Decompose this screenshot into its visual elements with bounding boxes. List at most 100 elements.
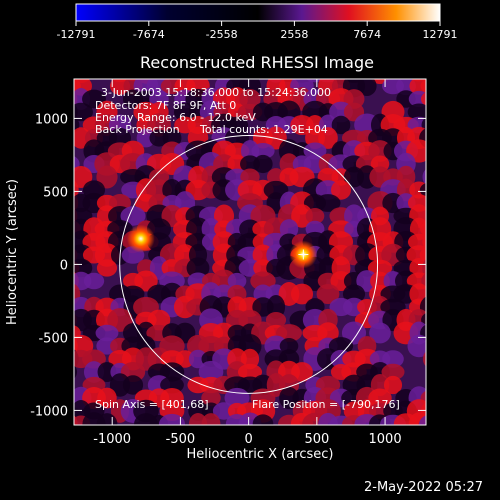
info-method: Back Projection [95,123,180,136]
fringe-blob [253,154,273,174]
fringe-blob [250,271,276,291]
info-energy: Energy Range: 6.0 - 12.0 keV [95,111,256,124]
y-tick-label: -500 [38,331,68,346]
fringe-blob [136,128,156,148]
solar-limb [119,134,379,394]
fringe-blob [305,207,325,225]
fringe-blob [239,89,261,109]
info-spin-axis: Spin Axis = [401,68] [95,398,209,411]
fringe-blob [344,204,364,228]
fringe-pattern [74,79,426,425]
fringe-blob [160,376,184,394]
fringe-blob [74,365,78,379]
fringe-blob [201,389,221,407]
fringe-blob [328,337,354,355]
x-tick-label: -500 [166,432,196,447]
fringe-blob [422,169,426,185]
fringe-blob [317,322,339,344]
spin-axis-marker [298,249,309,260]
x-axis-label: Heliocentric X (arcsec) [187,447,334,462]
info-detectors: Detectors: 7F 8F 9F, Att 0 [95,99,237,112]
fringe-blob [343,89,365,109]
fringe-blob [201,218,221,240]
x-tick-label: 0 [244,432,252,447]
fringe-blob [408,90,426,108]
fringe-blob [266,168,286,186]
flare-source [126,224,155,253]
fringe-blob [342,284,366,304]
fringe-blob [175,350,195,368]
fringe-blob [74,102,93,122]
fringe-blob [279,386,299,410]
y-tick-label: 500 [43,185,68,200]
fringe-blob [96,165,118,189]
fringe-blob [407,103,426,121]
colorbar-tick-label: 2558 [280,28,308,41]
fringe-blob [367,259,393,277]
fringe-blob [419,182,426,198]
fringe-blob [109,127,131,149]
fringe-blob [83,361,105,383]
fringe-blob [318,127,338,149]
colorbar-tick-label: 12791 [423,28,458,41]
chart-title: Reconstructed RHESSI Image [140,53,374,72]
info-time: 3-Jun-2003 15:18:36.000 to 15:24:36.000 [101,86,332,99]
fringe-blob [97,387,117,409]
y-tick-label: 1000 [35,112,68,127]
timestamp: 2-May-2022 05:27 [364,480,483,495]
fringe-blob [83,272,105,290]
y-axis: -1000 -500 0 500 1000 [30,112,426,419]
fringe-blob [382,350,404,368]
fringe-blob [225,116,249,134]
fringe-blob [330,180,352,200]
fringe-blob [407,334,426,358]
fringe-blob [122,375,144,395]
colorbar-ticks: -12791 -7674 -2558 2558 7674 12791 [57,21,458,41]
fringe-blob [318,256,338,280]
info-counts: Total counts: 1.29E+04 [200,123,328,136]
fringe-blob [422,235,426,249]
fringe-blob [188,349,208,369]
fringe-blob [381,363,405,381]
fringe-blob [265,311,287,329]
fringe-blob [290,283,314,305]
fringe-blob [159,362,185,382]
heatmap [74,79,426,425]
fringe-blob [368,388,392,408]
fringe-blob [279,337,299,355]
fringe-blob [96,259,118,277]
fringe-blob [422,351,426,367]
fringe-blob [186,257,210,279]
fringe-blob [263,180,289,200]
fringe-blob [420,92,426,106]
y-tick-label: 0 [60,258,68,273]
y-tick-label: -1000 [30,404,68,419]
fringe-blob [331,115,351,135]
fringe-blob [422,258,426,278]
fringe-blob [420,79,426,94]
fringe-blob [95,324,119,342]
fringe-blob [251,142,275,160]
fringe-blob [252,414,274,425]
y-axis-label: Heliocentric Y (arcsec) [5,179,20,325]
colorbar-tick-label: 7674 [353,28,381,41]
x-tick-label: 500 [304,432,329,447]
colorbar-tick-label: -7674 [133,28,165,41]
fringe-blob [159,413,185,425]
fringe-blob [369,322,391,344]
fringe-blob [291,362,313,382]
fringe-blob [315,194,341,212]
x-axis: -1000 -500 0 500 1000 [93,79,402,447]
info-flare-position: Flare Position = [-790,176] [252,398,400,411]
plot-frame [73,78,427,426]
fringe-blob [146,113,172,137]
fringe-blob [120,206,146,226]
colorbar-tick-label: -2558 [206,28,238,41]
x-tick-label: 1000 [369,432,402,447]
fringe-blob [240,348,260,370]
fringe-blob [357,79,377,96]
fringe-blob [134,270,158,292]
fringe-blob [201,413,221,425]
fringe-blob [97,361,117,383]
